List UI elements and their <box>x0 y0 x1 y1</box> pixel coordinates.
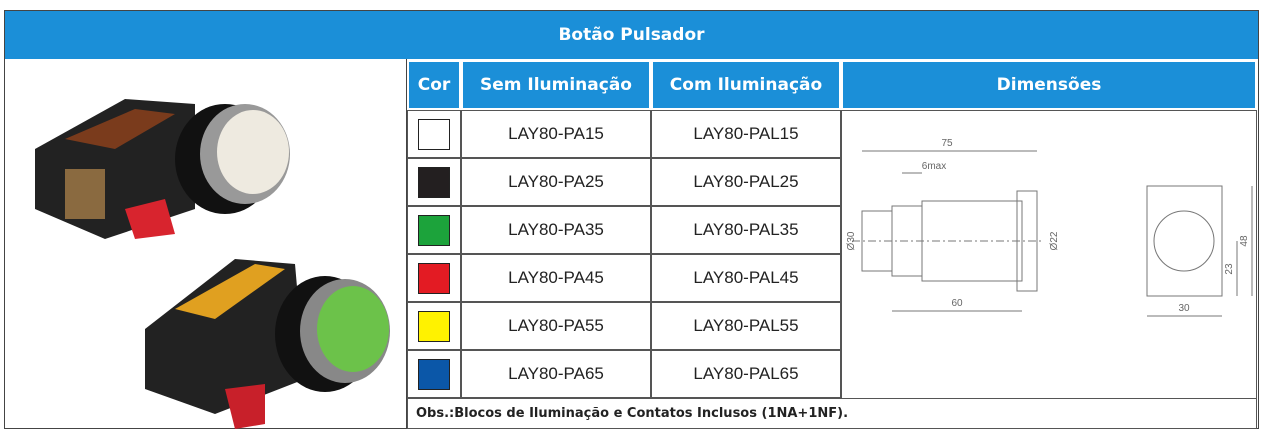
color-swatch <box>418 119 450 150</box>
dimension-cell: 75 6max Ø30 Ø22 60 48 23 30 <box>841 110 1257 400</box>
color-cell <box>407 110 461 158</box>
model-no-light: LAY80-PA25 <box>461 158 651 206</box>
column-header: Dimensões <box>843 62 1255 108</box>
header: Botão Pulsador <box>5 11 1258 59</box>
model-light: LAY80-PAL55 <box>651 302 841 350</box>
note: Obs.:Blocos de Iluminação e Contatos Inc… <box>407 398 1257 429</box>
dimension-label: Ø22 <box>1049 231 1060 250</box>
title: Botão Pulsador <box>558 25 705 45</box>
color-cell <box>407 302 461 350</box>
dimension-label: 48 <box>1239 235 1250 247</box>
color-swatch <box>418 215 450 246</box>
model-light: LAY80-PAL25 <box>651 158 841 206</box>
column-header: Sem Iluminação <box>463 62 649 108</box>
color-cell <box>407 350 461 398</box>
color-swatch <box>418 263 450 294</box>
dimension-label: 30 <box>1178 303 1190 314</box>
model-no-light: LAY80-PA55 <box>461 302 651 350</box>
dimension-label: 60 <box>951 298 963 309</box>
color-swatch <box>418 167 450 198</box>
column-header: Com Iluminação <box>653 62 839 108</box>
dimension-label: Ø30 <box>846 231 857 250</box>
button-white <box>35 99 290 239</box>
color-swatch <box>418 311 450 342</box>
dimension-label: 23 <box>1224 263 1235 275</box>
color-cell <box>407 158 461 206</box>
model-light: LAY80-PAL45 <box>651 254 841 302</box>
button-green <box>145 259 390 429</box>
dimension-drawing: 75 6max Ø30 Ø22 60 48 23 30 <box>846 138 1253 317</box>
column-header: Cor <box>409 62 459 108</box>
model-no-light: LAY80-PA15 <box>461 110 651 158</box>
color-cell <box>407 206 461 254</box>
model-light: LAY80-PAL15 <box>651 110 841 158</box>
dimension-label: 75 <box>941 138 953 149</box>
model-light: LAY80-PAL65 <box>651 350 841 398</box>
model-no-light: LAY80-PA45 <box>461 254 651 302</box>
color-cell <box>407 254 461 302</box>
model-no-light: LAY80-PA35 <box>461 206 651 254</box>
color-swatch <box>418 359 450 390</box>
model-no-light: LAY80-PA65 <box>461 350 651 398</box>
dimension-label: 6max <box>922 161 946 172</box>
model-light: LAY80-PAL35 <box>651 206 841 254</box>
photos <box>35 99 390 429</box>
photo-cell <box>5 59 407 429</box>
